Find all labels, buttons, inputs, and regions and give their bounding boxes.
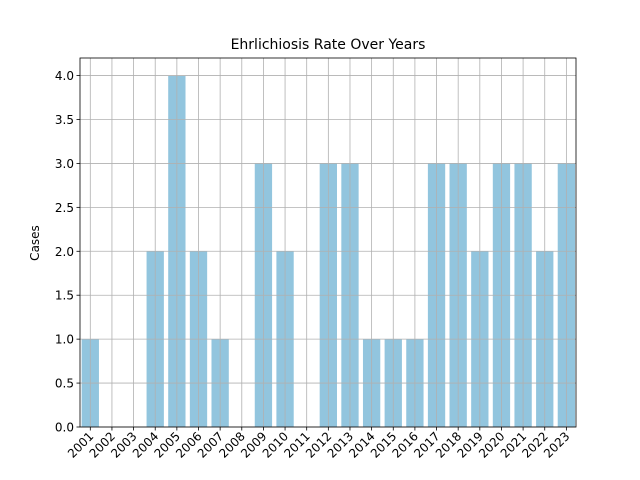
chart-title: Ehrlichiosis Rate Over Years [231, 37, 426, 53]
y-tick-label: 4.0 [55, 69, 74, 83]
y-tick-label: 0.5 [55, 377, 74, 391]
y-tick-label: 3.5 [55, 113, 74, 127]
plot-frame [79, 57, 577, 428]
x-tick-label: 2023 [541, 429, 572, 460]
y-tick-label: 1.0 [55, 333, 74, 347]
y-tick-label: 2.0 [55, 245, 74, 259]
y-axis-label: Cases [28, 225, 42, 261]
y-tick-label: 2.5 [55, 201, 74, 215]
y-tick-label: 0.0 [55, 421, 74, 435]
y-tick-label: 1.5 [55, 289, 74, 303]
y-tick-label: 3.0 [55, 157, 74, 171]
